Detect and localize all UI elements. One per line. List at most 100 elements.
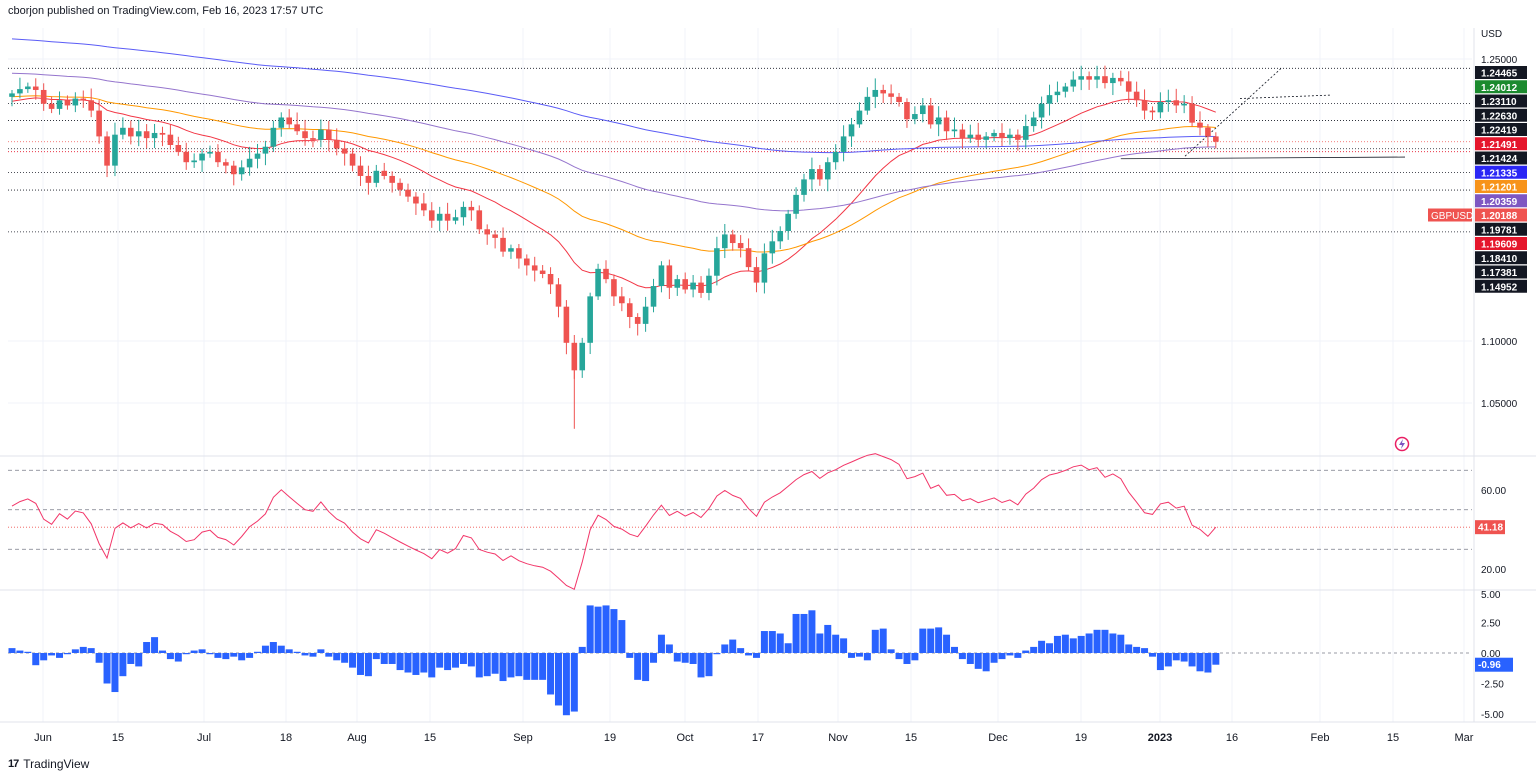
histogram-bar bbox=[1164, 653, 1172, 667]
histogram-bar bbox=[562, 653, 570, 716]
histogram-bar bbox=[990, 653, 998, 663]
price-tag-label: 1.21201 bbox=[1481, 183, 1518, 194]
histogram-bar bbox=[119, 653, 127, 677]
candle bbox=[753, 256, 760, 293]
candle bbox=[262, 140, 269, 166]
candle-body bbox=[547, 274, 554, 285]
price-tag-label: 1.21424 bbox=[1481, 154, 1518, 165]
histogram-bar bbox=[602, 605, 610, 653]
candle bbox=[452, 209, 459, 225]
rsi-value-tag-bg bbox=[1475, 520, 1505, 535]
candle bbox=[436, 206, 443, 232]
price-tag: 1.20359 bbox=[1475, 194, 1527, 208]
candle bbox=[959, 123, 966, 149]
histogram-bar bbox=[998, 653, 1006, 660]
histogram-bar bbox=[491, 653, 499, 674]
price-tag-label: 1.23110 bbox=[1481, 97, 1517, 108]
histogram-bar bbox=[950, 646, 958, 653]
candle-body bbox=[682, 279, 688, 290]
histogram-bar bbox=[404, 653, 412, 673]
candle-body bbox=[151, 132, 158, 139]
histogram-bar bbox=[1141, 648, 1149, 653]
candle-body bbox=[1165, 100, 1172, 102]
candle-body bbox=[524, 258, 530, 266]
candle-body bbox=[920, 105, 926, 115]
candle bbox=[120, 117, 126, 140]
lightning-icon bbox=[1394, 436, 1410, 452]
candle-body bbox=[215, 151, 221, 163]
histogram-bar bbox=[459, 653, 467, 664]
candle bbox=[1046, 84, 1053, 116]
price-tag: 1.24465 bbox=[1475, 66, 1527, 80]
candle bbox=[1141, 89, 1148, 120]
candle bbox=[626, 298, 633, 329]
candle-body bbox=[32, 86, 39, 90]
candle-body bbox=[175, 145, 182, 152]
x-tick-label: Jul bbox=[197, 732, 211, 744]
histogram-bar bbox=[499, 653, 507, 682]
candle-body bbox=[40, 89, 47, 104]
candle bbox=[737, 235, 744, 258]
candle bbox=[1149, 106, 1156, 120]
candle bbox=[468, 200, 475, 221]
price-tag-label: 1.14952 bbox=[1481, 282, 1518, 293]
candle bbox=[397, 178, 403, 196]
candle bbox=[444, 202, 451, 231]
candle bbox=[9, 89, 15, 107]
histogram-bar bbox=[745, 653, 753, 656]
candle bbox=[88, 88, 94, 118]
candle bbox=[793, 187, 799, 219]
histogram-bar bbox=[681, 653, 689, 663]
candle bbox=[896, 92, 902, 107]
lightning-icon-bolt bbox=[1399, 439, 1405, 449]
histogram-bar bbox=[903, 653, 911, 664]
candle-body bbox=[191, 160, 197, 163]
price-tag: 1.21424 bbox=[1475, 151, 1527, 165]
histogram-bar bbox=[1046, 643, 1054, 653]
histogram-tick-label: 5.00 bbox=[1481, 590, 1501, 601]
histogram-bar bbox=[1069, 638, 1077, 653]
histogram-bar bbox=[356, 653, 364, 675]
histogram-tick-label: -2.50 bbox=[1481, 680, 1504, 691]
histogram-bar bbox=[79, 646, 87, 653]
candle-body bbox=[1157, 102, 1164, 113]
candle bbox=[587, 292, 593, 355]
y-tick-label: 1.10000 bbox=[1481, 337, 1518, 348]
candle bbox=[1197, 111, 1203, 136]
candle-body bbox=[777, 231, 784, 242]
candle bbox=[1125, 71, 1132, 103]
candle bbox=[286, 109, 292, 129]
candle-body bbox=[872, 89, 879, 97]
histogram-bar bbox=[594, 606, 602, 653]
histogram-bar bbox=[87, 648, 95, 653]
axes: Jun 15 Jul 18 Aug 15 Sep 19 Oct 17 Nov 15 Dec 19 2023 1… bbox=[34, 29, 1517, 744]
candle bbox=[80, 90, 87, 108]
candle bbox=[658, 261, 665, 293]
candle-body bbox=[943, 117, 950, 132]
candle bbox=[927, 97, 934, 129]
chart-header: cborjon published on TradingView.com, Fe… bbox=[8, 5, 323, 17]
price-tag: 1.24012 bbox=[1475, 80, 1527, 94]
histogram-bar bbox=[1117, 634, 1125, 653]
histogram-bar bbox=[792, 613, 800, 653]
candle-body bbox=[706, 275, 712, 293]
histogram-bar bbox=[935, 627, 943, 653]
candle bbox=[278, 112, 285, 137]
candle-body bbox=[1070, 79, 1077, 87]
histogram-bar bbox=[547, 653, 555, 695]
candle bbox=[365, 165, 372, 195]
histogram-bar bbox=[1101, 629, 1109, 653]
histogram-bar bbox=[1038, 640, 1046, 653]
x-tick-label: 2023 bbox=[1148, 732, 1172, 744]
histogram-bar bbox=[1188, 653, 1196, 667]
ema200-line bbox=[11, 38, 1216, 154]
candle bbox=[603, 260, 609, 284]
x-tick-label: Oct bbox=[676, 732, 693, 744]
histogram-bar bbox=[364, 653, 372, 677]
currency-label: USD bbox=[1481, 29, 1502, 40]
histogram-bar bbox=[143, 642, 151, 653]
histogram-bar bbox=[657, 634, 665, 653]
candle bbox=[619, 286, 625, 312]
histogram-bar bbox=[531, 653, 539, 680]
